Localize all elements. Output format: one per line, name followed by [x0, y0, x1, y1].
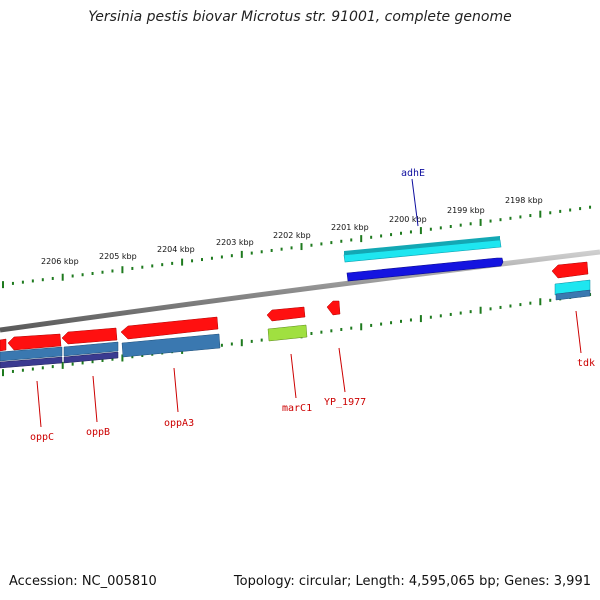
scale-label: 2201 kbp: [331, 223, 369, 232]
feature-lime-marC1[interactable]: [267, 324, 308, 342]
scale-label: 2205 kbp: [99, 252, 137, 261]
scale-label: 2202 kbp: [273, 231, 311, 240]
feature-steel-tdk[interactable]: [555, 289, 591, 301]
gene-label-marC1[interactable]: marC1: [282, 403, 312, 414]
leader-adhE: [411, 178, 419, 227]
leader-marC1: [290, 353, 297, 399]
cds-arrow-oppB[interactable]: [61, 327, 118, 345]
gene-label-adhE[interactable]: adhE: [401, 168, 425, 179]
accession-text: Accession: NC_005810: [9, 574, 157, 589]
leader-oppA3: [173, 367, 179, 413]
feature-navy-left[interactable]: [0, 356, 63, 369]
cds-arrow-oppC[interactable]: [7, 333, 62, 351]
leader-oppC: [36, 380, 42, 428]
genome-backbone: [0, 249, 600, 333]
scale-label: 2199 kbp: [447, 206, 485, 215]
scale-label: 2206 kbp: [41, 257, 79, 266]
gene-label-oppA3[interactable]: oppA3: [164, 418, 194, 429]
feature-steel-oppB[interactable]: [63, 341, 119, 357]
gene-label-tdk[interactable]: tdk: [577, 358, 595, 369]
leader-oppB: [92, 375, 98, 423]
gene-label-YP_1977[interactable]: YP_1977: [324, 397, 366, 408]
genome-stats-text: Topology: circular; Length: 4,595,065 bp…: [233, 574, 591, 589]
feature-adhE-cyan-top: [344, 236, 500, 255]
gene-label-oppC[interactable]: oppC: [30, 432, 54, 443]
feature-adhE-blue[interactable]: [346, 257, 504, 282]
leader-YP_1977: [338, 347, 346, 393]
leader-tdk: [575, 310, 582, 354]
cds-arrow-YP_1977[interactable]: [326, 300, 341, 316]
map-title: Yersinia pestis biovar Microtus str. 910…: [88, 9, 512, 25]
cds-arrow-left-edge[interactable]: [0, 338, 7, 352]
scale-label: 2204 kbp: [157, 245, 195, 254]
cds-arrow-tdk[interactable]: [551, 261, 589, 279]
cds-arrow-oppA3[interactable]: [120, 316, 219, 340]
scale-label: 2203 kbp: [216, 238, 254, 247]
gene-label-oppB[interactable]: oppB: [86, 427, 110, 438]
feature-steel-left[interactable]: [0, 346, 63, 362]
feature-steel-oppA3[interactable]: [121, 333, 221, 358]
cds-arrow-marC1[interactable]: [266, 306, 306, 322]
feature-navy-oppB[interactable]: [63, 351, 119, 364]
scale-label: 2198 kbp: [505, 196, 543, 205]
scale-label: 2200 kbp: [389, 215, 427, 224]
scale-ticks-outer: [2, 205, 592, 289]
